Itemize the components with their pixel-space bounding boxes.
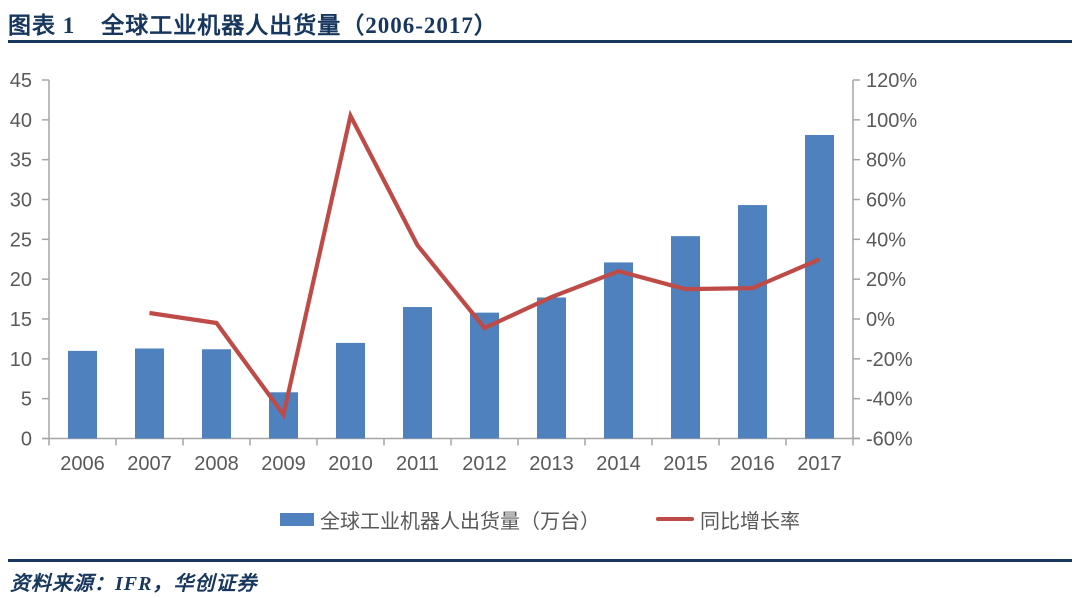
axes [42, 79, 860, 446]
x-tick-label: 2017 [797, 453, 842, 475]
left-tick-label: 25 [10, 229, 32, 251]
bar-series-swatch [280, 512, 314, 526]
x-tick-label: 2015 [663, 453, 708, 475]
right-tick-label: -20% [866, 349, 913, 371]
bar-2016 [738, 205, 767, 439]
figure-name: 全球工业机器人出货量（2006-2017） [101, 13, 498, 38]
source-note: 资料来源：IFR，华创证券 [10, 573, 258, 595]
x-axis-labels: 2006 2007 2008 2009 2010 2011 2012 2013 2014 2015… [60, 453, 842, 475]
right-tick-label: -40% [866, 389, 913, 411]
bar-2012 [470, 312, 499, 439]
bar-2008 [202, 349, 231, 439]
bar-2013 [537, 297, 566, 439]
x-tick-label: 2009 [261, 453, 306, 475]
x-tick-label: 2006 [60, 453, 105, 475]
bar-2014 [604, 262, 633, 439]
right-axis-labels: -60% -40% -20% 0% 20% 40% 60% 80% 100% 120% [866, 70, 917, 451]
left-tick-label: 15 [10, 309, 32, 331]
footer-divider [8, 559, 1072, 562]
right-tick-label: 40% [866, 229, 906, 251]
bar-series-label: 全球工业机器人出货量（万台） [320, 510, 600, 533]
left-tick-label: 0 [21, 429, 32, 451]
right-tick-label: 20% [866, 269, 906, 291]
left-tick-label: 10 [10, 349, 32, 371]
legend-item-line: 同比增长率 [656, 505, 800, 534]
left-tick-label: 5 [21, 389, 32, 411]
x-tick-label: 2007 [127, 453, 172, 475]
combo-chart: 0 5 10 15 20 25 30 35 40 45 -60% -40% -20% 0% 20% 40% 60… [10, 70, 918, 475]
right-tick-label: 60% [866, 190, 906, 212]
x-tick-label: 2008 [194, 453, 239, 475]
left-tick-label: 45 [10, 70, 32, 92]
bar-series [68, 134, 834, 439]
x-tick-label: 2012 [462, 453, 507, 475]
bar-2010 [336, 342, 365, 439]
x-tick-label: 2016 [730, 453, 775, 475]
x-tick-label: 2011 [396, 453, 439, 475]
title-divider [8, 40, 1072, 43]
left-tick-label: 20 [10, 269, 32, 291]
left-tick-label: 30 [10, 190, 32, 212]
bar-2007 [135, 348, 164, 439]
left-tick-label: 35 [10, 150, 32, 172]
right-tick-label: 120% [866, 70, 917, 92]
left-axis-labels: 0 5 10 15 20 25 30 35 40 45 [10, 70, 32, 451]
chart-legend: 全球工业机器人出货量（万台） 同比增长率 [75, 502, 1005, 536]
figure-label: 图表 1 [8, 13, 76, 38]
right-tick-label: 100% [866, 110, 917, 132]
legend-item-bars: 全球工业机器人出货量（万台） [280, 505, 600, 534]
bar-2017 [805, 134, 834, 439]
bar-2011 [403, 307, 432, 439]
x-tick-label: 2014 [596, 453, 641, 475]
figure-title: 图表 1 全球工业机器人出货量（2006-2017） [8, 6, 498, 40]
left-tick-label: 40 [10, 110, 32, 132]
x-tick-label: 2010 [328, 453, 373, 475]
x-tick-label: 2013 [529, 453, 574, 475]
right-tick-label: 80% [866, 150, 906, 172]
bar-2006 [68, 350, 97, 439]
right-tick-label: 0% [866, 309, 895, 331]
line-series-swatch [656, 517, 694, 521]
bar-2015 [671, 236, 700, 439]
growth-line [149, 109, 821, 420]
right-tick-label: -60% [866, 429, 913, 451]
line-series-label: 同比增长率 [700, 510, 800, 533]
